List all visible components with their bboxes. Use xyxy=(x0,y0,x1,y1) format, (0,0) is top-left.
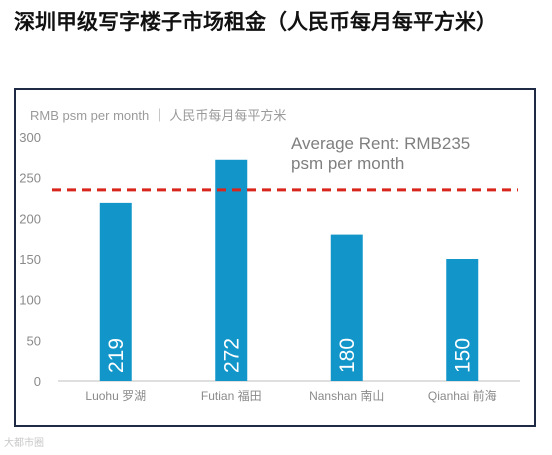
y-tick-label: 100 xyxy=(19,293,41,308)
x-tick-label: Qianhai 前海 xyxy=(428,388,497,403)
bar xyxy=(99,202,132,381)
unit-label: RMB psm per month ｜ 人民币每月每平方米 xyxy=(30,108,286,123)
average-annotation: Average Rent: RMB235 xyxy=(291,134,470,153)
bar xyxy=(446,259,479,381)
average-annotation: psm per month xyxy=(291,154,404,173)
chart-frame xyxy=(14,88,536,427)
y-tick-label: 250 xyxy=(19,171,41,186)
x-tick-label: Futian 福田 xyxy=(201,388,262,403)
watermark: 大都市圈 xyxy=(4,438,44,449)
y-tick-label: 200 xyxy=(19,211,41,226)
bar xyxy=(215,159,248,381)
y-tick-label: 150 xyxy=(19,252,41,267)
bar xyxy=(330,234,363,381)
page-title: 深圳甲级写字楼子市场租金（人民币每月每平方米） xyxy=(14,10,497,34)
bar-data-label: 272 xyxy=(220,338,243,373)
bar-data-label: 180 xyxy=(336,338,359,373)
y-tick-label: 300 xyxy=(19,130,41,145)
x-tick-label: Luohu 罗湖 xyxy=(85,388,146,403)
bar-data-label: 150 xyxy=(451,338,474,373)
x-tick-label: Nanshan 南山 xyxy=(309,388,384,403)
bar-data-label: 219 xyxy=(105,338,128,373)
y-tick-label: 0 xyxy=(34,374,41,389)
y-tick-label: 50 xyxy=(27,333,41,348)
